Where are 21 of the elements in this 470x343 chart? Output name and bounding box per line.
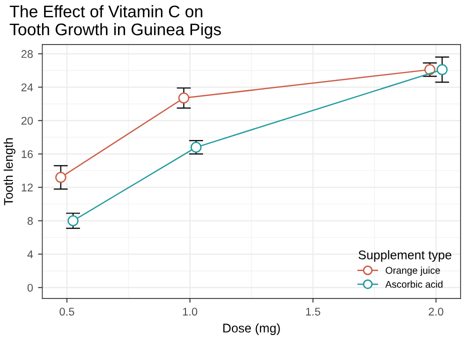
y-tick-label: 24 [21,83,33,92]
point [178,92,190,104]
y-tick-label: 16 [22,150,33,158]
y-tick-label: 0 [28,284,33,292]
y-tick-label: 8 [28,217,33,225]
x-tick-label: 1.5 [306,308,320,316]
x-tick-label: 0.5 [60,308,74,316]
x-axis-title: Dose (mg) [223,323,280,336]
legend-label: Ascorbic acid [385,280,442,288]
x-tick-label: 2.0 [428,308,444,316]
point [436,64,448,76]
x-tick-label: 1.0 [183,308,198,316]
y-axis-title: Tooth length [4,138,16,206]
legend-title: Supplement type [358,250,452,262]
y-tick-label: 20 [21,116,33,125]
y-tick-label: 28 [21,50,33,58]
chart-title: The Effect of Vitamin C on Tooth Growth in Guinea Pigs [10,5,221,39]
point [55,172,66,183]
y-tick-label: 12 [22,184,33,192]
y-tick-label: 4 [27,250,33,258]
legend-label: Orange juice [386,266,440,276]
